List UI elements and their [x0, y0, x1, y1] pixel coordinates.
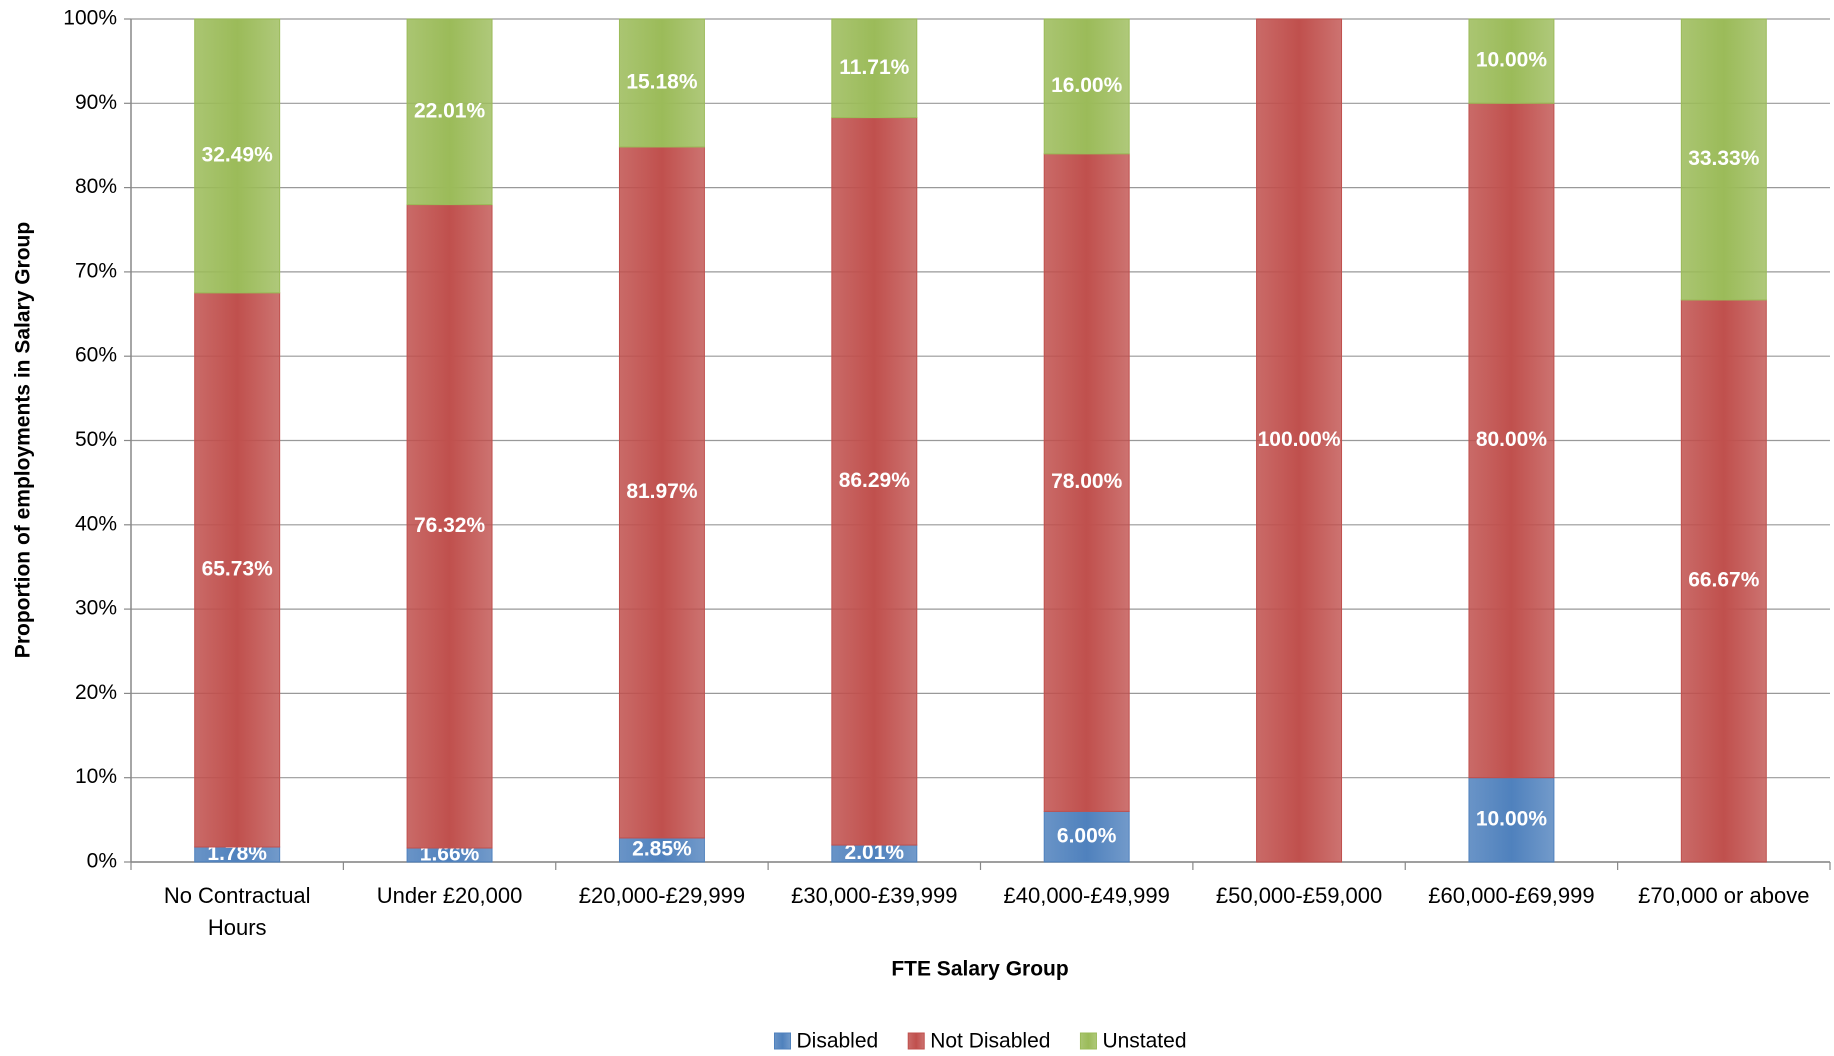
x-tick-label: £50,000-£59,000	[1215, 883, 1383, 908]
legend-item: Disabled	[773, 1030, 878, 1053]
y-tick-label: 0%	[87, 850, 117, 873]
value-label: 2.85%	[632, 838, 692, 861]
bar-segment	[618, 146, 705, 839]
value-label: 10.00%	[1476, 807, 1548, 830]
bar-segment	[1043, 18, 1130, 155]
x-tick-label: No Contractual Hours	[163, 883, 311, 940]
value-label: 76.32%	[414, 514, 486, 537]
value-label: 81.97%	[626, 480, 698, 503]
bar-segment	[1468, 18, 1555, 104]
bar-segment	[194, 18, 281, 294]
x-tick-label: Under £20,000	[376, 883, 523, 908]
x-tick-label: £40,000-£49,999	[1003, 883, 1170, 908]
legend-label: Unstated	[1102, 1030, 1186, 1053]
legend-item: Not Disabled	[907, 1030, 1050, 1053]
bar-segment	[406, 204, 493, 849]
bar-segment	[1680, 18, 1767, 301]
y-axis-title: Proportion of employments in Salary Grou…	[12, 222, 35, 658]
value-label: 78.00%	[1051, 470, 1123, 493]
value-label: 86.29%	[839, 469, 911, 492]
x-tick-label: £30,000-£39,999	[791, 883, 958, 908]
bar-segment	[1468, 102, 1555, 779]
value-label: 16.00%	[1051, 74, 1123, 97]
legend-label: Disabled	[796, 1030, 878, 1053]
value-label: 10.00%	[1476, 49, 1548, 72]
bar-segment	[1468, 777, 1555, 863]
y-tick-label: 20%	[75, 681, 117, 704]
legend-swatch	[773, 1032, 791, 1050]
value-label: 1.78%	[207, 842, 267, 865]
x-tick-label: £60,000-£69,999	[1428, 883, 1595, 908]
legend-item: Unstated	[1079, 1030, 1187, 1053]
y-tick-label: 50%	[75, 428, 117, 451]
value-label: 2.01%	[845, 841, 905, 864]
bar-segment	[1680, 299, 1767, 863]
value-label: 66.67%	[1688, 569, 1760, 592]
y-tick-label: 90%	[75, 91, 117, 114]
bar-segment	[831, 18, 918, 119]
x-tick-label: £20,000-£29,999	[578, 883, 746, 908]
legend-swatch	[907, 1032, 925, 1050]
value-label: 32.49%	[202, 143, 274, 166]
bar-segment	[1043, 810, 1130, 863]
y-tick-label: 40%	[75, 512, 117, 535]
bar-segment	[406, 18, 493, 206]
bar-segment	[1256, 18, 1343, 863]
y-tick-label: 100%	[63, 7, 117, 30]
y-tick-label: 70%	[75, 259, 117, 282]
y-tick-label: 10%	[75, 765, 117, 788]
value-label: 65.73%	[202, 557, 274, 580]
x-tick-label: £70,000 or above	[1638, 883, 1810, 908]
x-axis-title: FTE Salary Group	[891, 958, 1068, 981]
value-label: 15.18%	[626, 71, 698, 94]
y-tick-label: 60%	[75, 344, 117, 367]
legend-label: Not Disabled	[930, 1030, 1050, 1053]
y-tick-label: 80%	[75, 175, 117, 198]
bar-segment	[194, 292, 281, 848]
value-label: 6.00%	[1057, 824, 1117, 847]
value-label: 11.71%	[839, 56, 909, 79]
y-tick-label: 30%	[75, 597, 117, 620]
value-label: 80.00%	[1476, 428, 1548, 451]
legend-swatch	[1079, 1032, 1097, 1050]
bar-segment	[831, 117, 918, 846]
bar-segment	[618, 18, 705, 148]
value-label: 100.00%	[1258, 428, 1341, 451]
value-label: 33.33%	[1688, 147, 1760, 170]
value-label: 22.01%	[414, 99, 486, 122]
